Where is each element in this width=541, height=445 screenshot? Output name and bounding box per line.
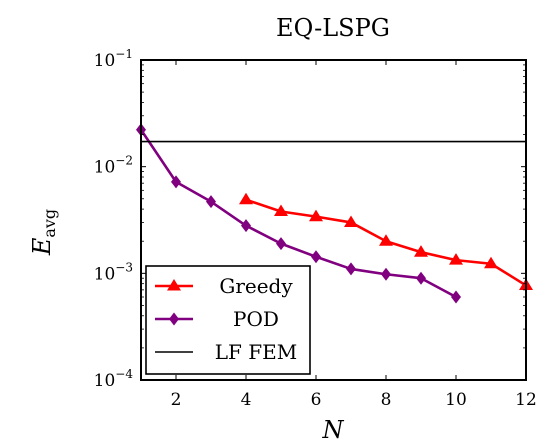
data-point-pod xyxy=(206,195,216,209)
x-axis-label: N xyxy=(322,416,345,444)
x-tick-label: 4 xyxy=(241,390,252,410)
plot-frame xyxy=(140,59,527,381)
data-point-greedy xyxy=(309,209,323,222)
x-tick-label: 6 xyxy=(311,390,322,410)
data-point-greedy xyxy=(274,204,288,217)
y-axis-label: Eavg xyxy=(28,209,59,256)
y-tick-label: 10−3 xyxy=(94,260,133,284)
x-tick-label: 12 xyxy=(515,390,537,410)
legend-marker-pod xyxy=(169,312,179,326)
data-point-pod xyxy=(381,267,391,281)
y-tick-label: 10−4 xyxy=(94,367,134,391)
data-point-greedy xyxy=(449,253,463,265)
data-point-pod xyxy=(171,175,181,189)
data-point-pod xyxy=(346,262,356,276)
y-tick-label: 10−2 xyxy=(94,154,133,178)
axis-ticks: 2 4 6 8 10 12 10−1 10−2 10−3 10−4 xyxy=(94,47,537,410)
y-axis-label-main: E xyxy=(28,237,56,256)
x-tick-label: 8 xyxy=(381,390,392,410)
legend-label-greedy: Greedy xyxy=(219,274,293,298)
chart-title: EQ-LSPG xyxy=(276,14,390,42)
data-point-greedy xyxy=(484,256,498,269)
data-point-greedy xyxy=(344,215,358,227)
data-point-greedy xyxy=(239,192,253,205)
data-point-greedy xyxy=(414,245,428,257)
data-point-pod xyxy=(276,237,286,251)
y-tick-label: 10−1 xyxy=(94,47,133,71)
legend: Greedy POD LF FEM xyxy=(145,265,311,375)
data-point-pod xyxy=(451,290,461,304)
data-point-pod xyxy=(311,250,321,264)
y-axis-label-sub: avg xyxy=(40,209,59,238)
data-point-greedy xyxy=(379,234,393,246)
x-tick-label: 2 xyxy=(171,390,182,410)
legend-label-pod: POD xyxy=(233,307,279,331)
series-line-pod xyxy=(139,128,457,299)
data-point-pod xyxy=(416,271,426,285)
data-point-pod xyxy=(241,219,251,233)
x-tick-label: 10 xyxy=(445,390,467,410)
legend-marker-greedy xyxy=(167,279,181,291)
legend-label-lf-fem: LF FEM xyxy=(215,340,297,364)
